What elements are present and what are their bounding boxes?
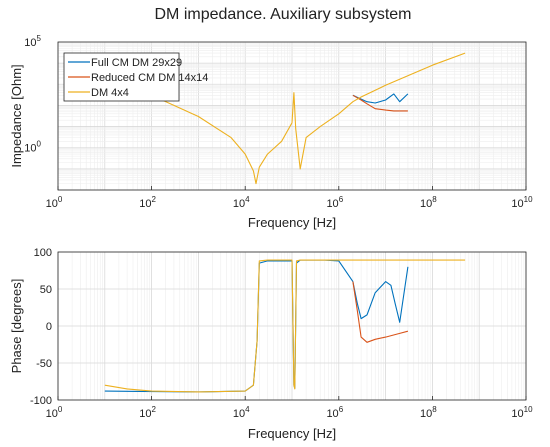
phase-x-label: Frequency [Hz] — [248, 426, 336, 441]
x-tick-label: 102 — [139, 195, 156, 210]
x-tick-label: 108 — [420, 195, 437, 210]
x-tick-exponent: 2 — [151, 405, 156, 414]
phase-y-label: Phase [degrees] — [9, 279, 24, 374]
x-tick-label: 100 — [46, 195, 63, 210]
x-tick-label: 102 — [139, 405, 156, 420]
x-tick-label: 104 — [233, 195, 250, 210]
series-line-3 — [104, 52, 466, 185]
legend-label-full: Full CM DM 29x29 — [91, 57, 182, 69]
series-line-2 — [352, 281, 409, 343]
x-tick-label: 100 — [46, 405, 63, 420]
y-tick-exponent: 5 — [37, 34, 42, 43]
x-tick-exponent: 10 — [524, 195, 533, 204]
phase-plot-frame — [57, 251, 527, 401]
x-tick-label: 106 — [326, 195, 343, 210]
phase-grid — [57, 251, 527, 401]
series-line-1 — [352, 93, 409, 104]
x-tick-exponent: 8 — [432, 195, 437, 204]
legend-label-reduced: Reduced CM DM 14x14 — [91, 72, 208, 84]
x-tick-exponent: 4 — [245, 405, 250, 414]
x-tick-exponent: 8 — [432, 405, 437, 414]
y-tick-label: 100 — [24, 140, 41, 155]
legend-label-dm: DM 4x4 — [91, 87, 129, 99]
phase-series — [104, 259, 466, 393]
impedance-y-label: Impedance [Ohm] — [9, 64, 24, 167]
y-tick-label: 105 — [24, 34, 41, 49]
impedance-y-ticks: 100 105 — [24, 34, 41, 155]
phase-y-ticks: 100 50 0 -50 -100 — [30, 247, 52, 407]
legend-box — [63, 52, 180, 102]
y-tick-label: -50 — [36, 358, 52, 370]
y-tick-label: 100 — [34, 247, 52, 259]
x-tick-exponent: 0 — [58, 195, 63, 204]
x-tick-label: 104 — [233, 405, 250, 420]
impedance-x-label: Frequency [Hz] — [248, 215, 336, 230]
x-tick-exponent: 0 — [58, 405, 63, 414]
y-tick-label: 0 — [46, 321, 52, 333]
x-tick-label: 108 — [420, 405, 437, 420]
impedance-series — [104, 52, 466, 185]
legend: Full CM DM 29x29 Reduced CM DM 14x14 DM … — [63, 52, 208, 102]
y-tick-exponent: 0 — [37, 140, 42, 149]
x-tick-label: 106 — [326, 405, 343, 420]
x-tick-exponent: 2 — [151, 195, 156, 204]
x-tick-exponent: 6 — [339, 195, 344, 204]
series-line-2 — [352, 94, 408, 112]
x-tick-exponent: 4 — [245, 195, 250, 204]
series-line-3 — [104, 259, 466, 393]
y-tick-label: -100 — [30, 395, 52, 407]
x-tick-label: 1010 — [511, 195, 533, 210]
y-tick-label: 50 — [40, 284, 52, 296]
x-tick-label: 1010 — [511, 405, 533, 420]
x-tick-exponent: 6 — [339, 405, 344, 414]
chart-title: DM impedance. Auxiliary subsystem — [155, 6, 412, 23]
x-tick-exponent: 10 — [524, 405, 533, 414]
impedance-plot-frame — [57, 41, 527, 191]
